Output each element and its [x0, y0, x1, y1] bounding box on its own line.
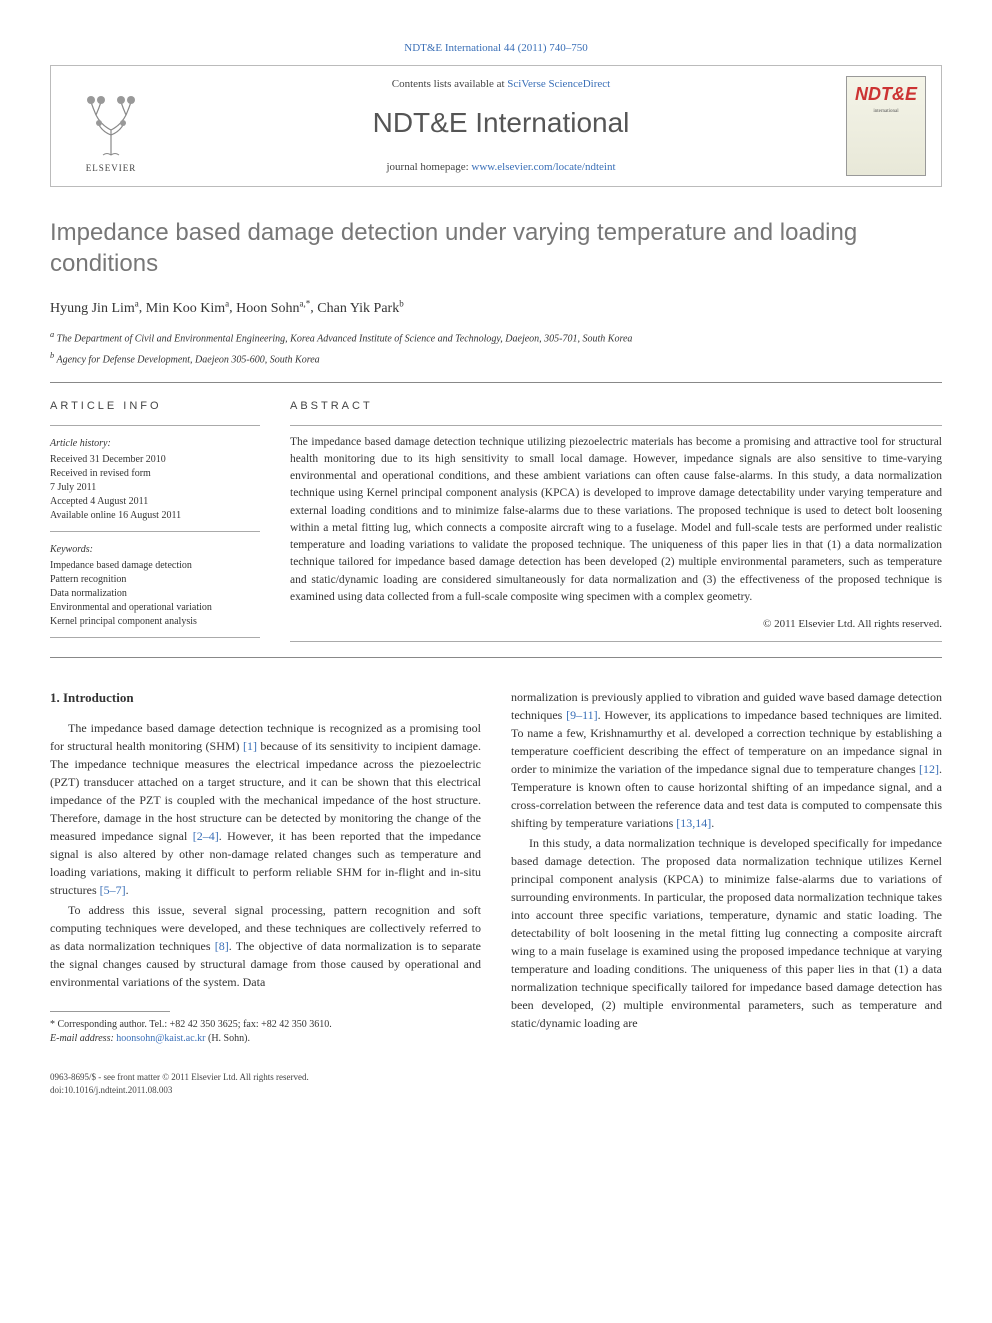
intro-para-2-right: normalization is previously applied to v… [511, 688, 942, 832]
abstract-copyright: © 2011 Elsevier Ltd. All rights reserved… [290, 616, 942, 633]
author-2: Min Koo Kima [146, 301, 229, 316]
journal-citation-top[interactable]: NDT&E International 44 (2011) 740–750 [50, 40, 942, 57]
cite-9-11[interactable]: [9–11] [566, 708, 598, 722]
article-title: Impedance based damage detection under v… [50, 217, 942, 279]
body-column-left: 1. Introduction The impedance based dama… [50, 688, 481, 1047]
history-line-1: Received in revised form [50, 467, 260, 481]
homepage-line: journal homepage: www.elsevier.com/locat… [156, 159, 846, 176]
section-1-heading: 1. Introduction [50, 688, 481, 708]
corresponding-author-footnote: * Corresponding author. Tel.: +82 42 350… [50, 1018, 481, 1032]
article-info-heading: ARTICLE INFO [50, 398, 260, 415]
page-footer: 0963-8695/$ - see front matter © 2011 El… [50, 1071, 942, 1096]
history-line-3: Accepted 4 August 2011 [50, 495, 260, 509]
article-info-column: ARTICLE INFO Article history: Received 3… [50, 398, 260, 642]
email-author-suffix: (H. Sohn). [206, 1033, 250, 1044]
header-center: Contents lists available at SciVerse Sci… [156, 76, 846, 176]
keyword-0: Impedance based damage detection [50, 559, 260, 573]
cite-5-7[interactable]: [5–7] [100, 883, 126, 897]
abstract-column: ABSTRACT The impedance based damage dete… [290, 398, 942, 642]
history-line-0: Received 31 December 2010 [50, 453, 260, 467]
journal-header-box: ELSEVIER Contents lists available at Sci… [50, 65, 942, 187]
abstract-text: The impedance based damage detection tec… [290, 434, 942, 607]
affiliation-b: b Agency for Defense Development, Daejeo… [50, 350, 942, 367]
doi-line: doi:10.1016/j.ndteint.2011.08.003 [50, 1084, 309, 1097]
sciencedirect-link[interactable]: SciVerse ScienceDirect [507, 78, 610, 90]
history-line-2: 7 July 2011 [50, 481, 260, 495]
divider-mid [50, 657, 942, 658]
divider-top [50, 382, 942, 383]
ndt-logo-subtitle: international [873, 108, 898, 116]
authors-line: Hyung Jin Lima, Min Koo Kima, Hoon Sohna… [50, 297, 942, 319]
footnote-separator [50, 1011, 170, 1012]
author-3: Hoon Sohna,* [236, 301, 310, 316]
contents-prefix: Contents lists available at [392, 78, 507, 90]
keywords-label: Keywords: [50, 542, 260, 557]
elsevier-tree-icon [71, 90, 151, 160]
journal-cover-thumbnail: NDT&E international [846, 76, 926, 176]
keyword-1: Pattern recognition [50, 573, 260, 587]
cite-8[interactable]: [8] [215, 939, 229, 953]
cite-13-14[interactable]: [13,14] [676, 816, 711, 830]
author-4: Chan Yik Parkb [317, 301, 403, 316]
cite-1[interactable]: [1] [243, 739, 257, 753]
cite-12[interactable]: [12] [919, 762, 939, 776]
email-label: E-mail address: [50, 1033, 116, 1044]
history-label: Article history: [50, 436, 260, 451]
homepage-link[interactable]: www.elsevier.com/locate/ndteint [471, 161, 615, 173]
history-line-4: Available online 16 August 2011 [50, 509, 260, 523]
email-footnote: E-mail address: hoonsohn@kaist.ac.kr (H.… [50, 1032, 481, 1046]
elsevier-logo: ELSEVIER [66, 76, 156, 176]
elsevier-text: ELSEVIER [86, 162, 137, 176]
contents-available-line: Contents lists available at SciVerse Sci… [156, 76, 846, 93]
cite-2-4[interactable]: [2–4] [193, 829, 219, 843]
homepage-prefix: journal homepage: [387, 161, 472, 173]
author-1: Hyung Jin Lima [50, 301, 139, 316]
issn-line: 0963-8695/$ - see front matter © 2011 El… [50, 1071, 309, 1084]
intro-para-3: In this study, a data normalization tech… [511, 834, 942, 1032]
intro-para-1: The impedance based damage detection tec… [50, 719, 481, 899]
email-link[interactable]: hoonsohn@kaist.ac.kr [116, 1033, 205, 1044]
keyword-4: Kernel principal component analysis [50, 615, 260, 629]
abstract-heading: ABSTRACT [290, 398, 942, 415]
keyword-3: Environmental and operational variation [50, 601, 260, 615]
keyword-2: Data normalization [50, 587, 260, 601]
ndt-logo-text: NDT&E [855, 81, 917, 108]
journal-title: NDT&E International [156, 102, 846, 144]
affiliation-a: a The Department of Civil and Environmen… [50, 329, 942, 346]
body-column-right: normalization is previously applied to v… [511, 688, 942, 1047]
intro-para-2-left: To address this issue, several signal pr… [50, 901, 481, 991]
